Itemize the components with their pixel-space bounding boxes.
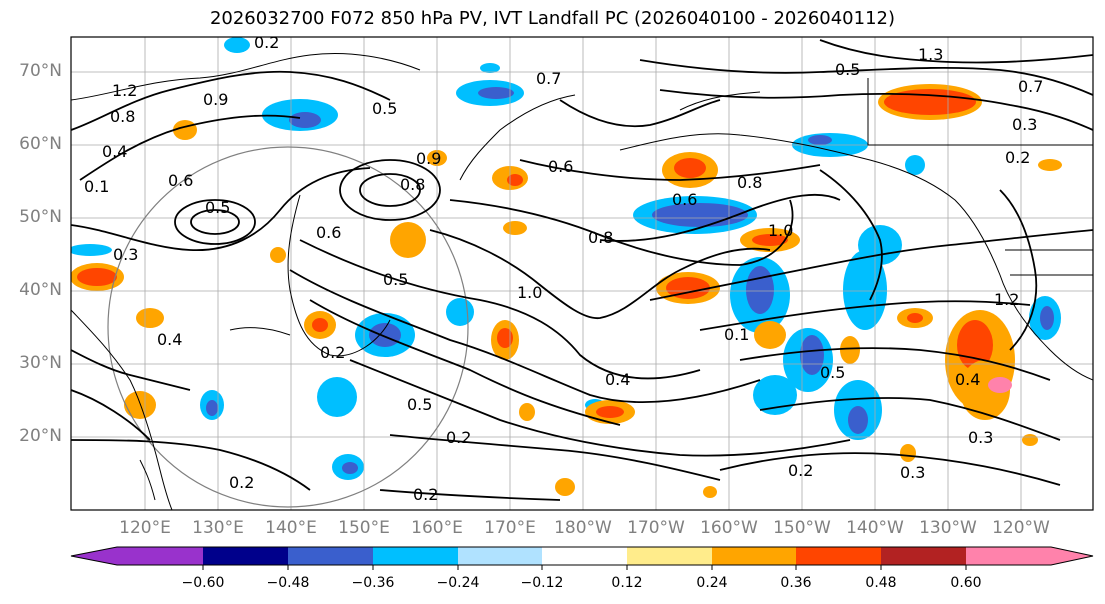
contour-label: 0.9 [203, 90, 228, 109]
contour-label: 1.3 [918, 45, 943, 64]
contour-label: 0.9 [416, 149, 441, 168]
contour-label: 0.5 [835, 60, 860, 79]
contour-label: 0.3 [113, 245, 138, 264]
contour-label: 0.4 [955, 370, 980, 389]
contour-label: 0.2 [254, 33, 279, 52]
contour-label: 0.1 [724, 325, 749, 344]
colorbar [70, 546, 1094, 570]
contour-label: 0.2 [788, 461, 813, 480]
colorbar-tick-label: 0.48 [865, 575, 897, 591]
contour-label: 1.2 [994, 290, 1019, 309]
contour-label: 0.2 [1005, 148, 1030, 167]
contour-label: 0.2 [446, 428, 471, 447]
contour-label: 0.5 [820, 363, 845, 382]
contour-label: 0.4 [157, 330, 182, 349]
colorbar-tick-label: −0.48 [266, 575, 310, 591]
contour-label: 0.4 [605, 370, 630, 389]
negative-pv-shading [71, 37, 1061, 480]
colorbar-segment [373, 547, 458, 565]
colorbar-tick-label: −0.12 [520, 575, 564, 591]
colorbar-tick-label: 0.60 [950, 575, 982, 591]
colorbar-tick-label: 0.24 [696, 575, 728, 591]
contour-label: 0.5 [205, 198, 230, 217]
longitude-label: 120°W [992, 518, 1050, 538]
longitude-label: 140°E [265, 518, 317, 538]
contour-label: 0.5 [383, 270, 408, 289]
colorbar-outline [70, 546, 1094, 566]
contour-label: 1.0 [768, 221, 793, 240]
colorbar-segment [966, 547, 1051, 565]
colorbar-segment [796, 547, 881, 565]
contour-label: 1.0 [517, 283, 542, 302]
map-title: 2026032700 F072 850 hPa PV, IVT Landfall… [209, 8, 896, 29]
longitude-label: 170°W [627, 518, 685, 538]
latitude-label: 60°N [19, 134, 62, 154]
colorbar-tick-label: −0.24 [436, 575, 480, 591]
longitude-label: 150°E [338, 518, 390, 538]
contour-label: 0.4 [102, 142, 127, 161]
colorbar-segment [542, 547, 627, 565]
contour-label: 0.2 [413, 485, 438, 504]
longitude-label: 150°W [773, 518, 831, 538]
contour-label: 0.3 [900, 463, 925, 482]
latitude-label: 20°N [19, 426, 62, 446]
contour-label: 0.5 [407, 395, 432, 414]
longitude-label: 170°E [484, 518, 536, 538]
colorbar-segment [881, 547, 966, 565]
contour-label: 0.6 [316, 223, 341, 242]
contour-label: 0.2 [229, 473, 254, 492]
positive-pv-shading [71, 84, 1062, 498]
latitude-label: 30°N [19, 353, 62, 373]
contour-label: 0.1 [84, 177, 109, 196]
longitude-label: 160°W [700, 518, 758, 538]
contour-label: 0.8 [588, 228, 613, 247]
contour-label: 0.8 [737, 173, 762, 192]
contour-label: 0.6 [548, 157, 573, 176]
colorbar-tick-label: 0.12 [611, 575, 643, 591]
pv-contours [71, 39, 1093, 501]
contour-label: 0.6 [168, 171, 193, 190]
contour-label: 0.2 [320, 343, 345, 362]
contour-label: 1.2 [112, 81, 137, 100]
contour-label: 0.7 [536, 69, 561, 88]
contour-label: 0.8 [400, 175, 425, 194]
longitude-label: 130°W [919, 518, 977, 538]
contour-label: 0.5 [372, 99, 397, 118]
longitude-label: 180°W [554, 518, 612, 538]
contour-label: 0.7 [1018, 77, 1043, 96]
latitude-label: 70°N [19, 61, 62, 81]
longitude-label: 130°E [192, 518, 244, 538]
landfall-region-circle [107, 146, 469, 508]
latitude-label: 50°N [19, 207, 62, 227]
colorbar-tick-label: −0.36 [351, 575, 395, 591]
colorbar-segment [288, 547, 373, 565]
colorbar-segment [117, 547, 203, 565]
colorbar-segment [712, 547, 796, 565]
coastlines [71, 53, 1093, 510]
longitude-label: 120°E [119, 518, 171, 538]
longitude-label: 140°W [846, 518, 904, 538]
contour-label: 0.6 [672, 190, 697, 209]
contour-label: 0.8 [110, 107, 135, 126]
colorbar-segment [1051, 547, 1093, 565]
contour-label: 0.3 [968, 428, 993, 447]
colorbar-segment [458, 547, 542, 565]
colorbar-segment [71, 547, 117, 565]
colorbar-tick-label: −0.60 [181, 575, 225, 591]
contour-label: 0.3 [1012, 115, 1037, 134]
latitude-label: 40°N [19, 280, 62, 300]
longitude-label: 160°E [411, 518, 463, 538]
colorbar-segment [627, 547, 712, 565]
colorbar-tick-label: 0.36 [780, 575, 812, 591]
colorbar-segment [203, 547, 288, 565]
map-border [70, 36, 1094, 511]
